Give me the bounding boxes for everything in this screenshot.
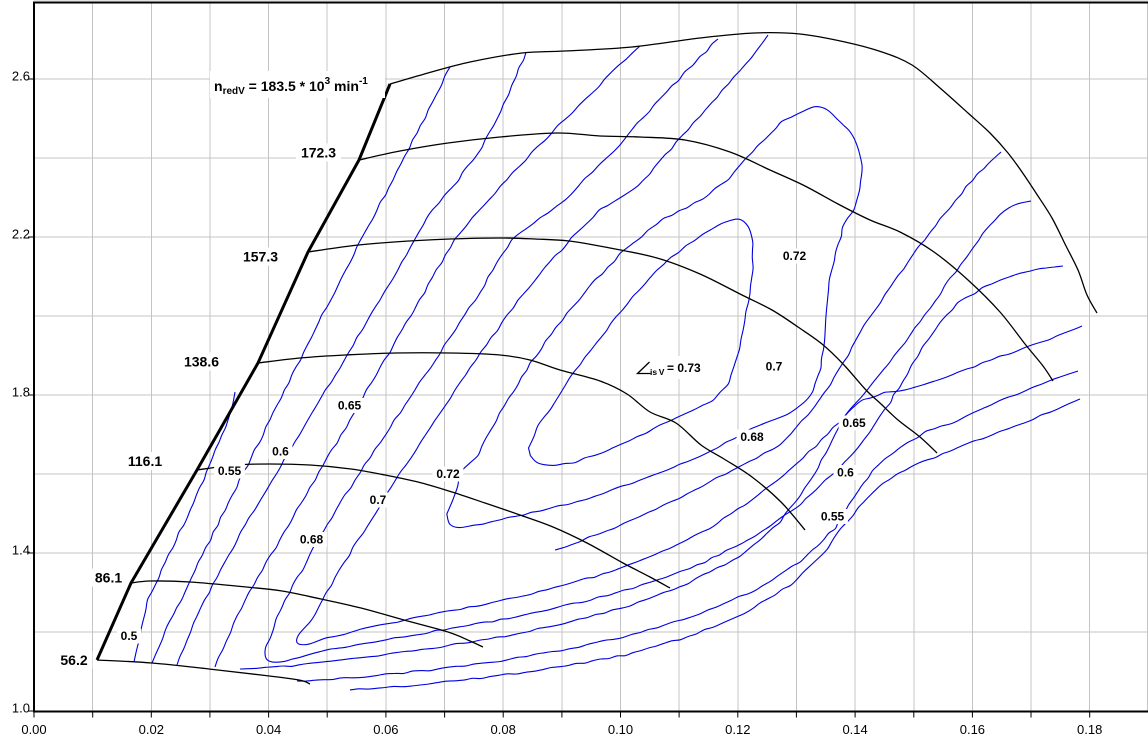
svg-text:1.4: 1.4 [12, 543, 30, 558]
svg-text:0.65: 0.65 [842, 416, 866, 430]
svg-text:0.04: 0.04 [256, 722, 281, 737]
svg-text:= 0.73: = 0.73 [667, 361, 701, 375]
svg-text:0.08: 0.08 [491, 722, 516, 737]
svg-text:0.10: 0.10 [608, 722, 633, 737]
svg-text:0.06: 0.06 [373, 722, 398, 737]
svg-text:2.6: 2.6 [12, 69, 30, 84]
svg-text:0.12: 0.12 [725, 722, 750, 737]
svg-text:0.7: 0.7 [766, 360, 783, 374]
svg-text:0.72: 0.72 [436, 467, 460, 481]
svg-text:1.0: 1.0 [12, 701, 30, 716]
svg-text:0.6: 0.6 [272, 445, 289, 459]
svg-text:86.1: 86.1 [95, 570, 122, 586]
svg-text:138.6: 138.6 [184, 354, 219, 370]
svg-text:0.6: 0.6 [837, 466, 854, 480]
svg-text:172.3: 172.3 [301, 145, 336, 161]
svg-text:2.2: 2.2 [12, 227, 30, 242]
svg-text:0.65: 0.65 [338, 399, 362, 413]
svg-text:0.68: 0.68 [740, 430, 764, 444]
svg-text:0.14: 0.14 [842, 722, 867, 737]
svg-text:0.16: 0.16 [960, 722, 985, 737]
svg-text:0.55: 0.55 [821, 510, 845, 524]
svg-text:157.3: 157.3 [243, 249, 278, 265]
svg-text:0.55: 0.55 [218, 464, 242, 478]
svg-text:0.7: 0.7 [370, 493, 387, 507]
svg-text:0.72: 0.72 [783, 249, 807, 263]
svg-text:0.18: 0.18 [1077, 722, 1102, 737]
svg-text:0.5: 0.5 [121, 629, 138, 643]
svg-text:nredV = 183.5 * 103 min-1: nredV = 183.5 * 103 min-1 [214, 76, 368, 97]
svg-text:0.00: 0.00 [21, 722, 46, 737]
svg-text:is V: is V [650, 367, 665, 377]
svg-text:0.02: 0.02 [139, 722, 164, 737]
svg-text:56.2: 56.2 [60, 652, 87, 668]
svg-text:0.68: 0.68 [300, 533, 324, 547]
svg-text:116.1: 116.1 [128, 453, 162, 469]
svg-text:1.8: 1.8 [12, 385, 30, 400]
